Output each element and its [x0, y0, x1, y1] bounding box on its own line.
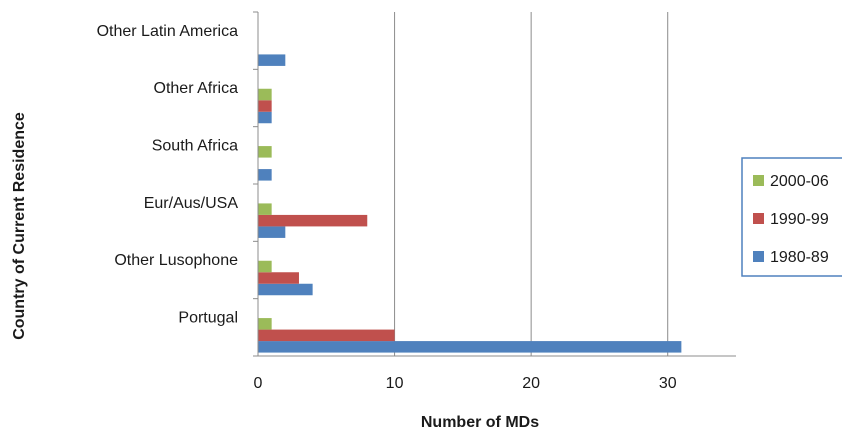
x-tick-labels: 0 10 20 30 [254, 375, 677, 392]
category-label: Other Latin America [97, 23, 239, 40]
axes [253, 11, 736, 357]
x-tick-label: 0 [254, 375, 263, 392]
category-labels: Portugal Other Lusophone Eur/Aus/USA South … [97, 23, 239, 327]
y-axis-title: Country of Current Residence [11, 112, 28, 340]
x-tick-label: 30 [659, 375, 677, 392]
bar-1990-99-other-africa [258, 100, 272, 112]
bar-2000-06-other-lusophone [258, 260, 272, 273]
bar-1990-99-other-lusophone [258, 272, 299, 284]
bar-2000-06-eur-aus-usa [258, 203, 272, 215]
legend-swatch-2000-06 [753, 175, 764, 186]
bar-1990-99-portugal [258, 329, 395, 342]
bar-2000-06-south-africa [258, 146, 272, 158]
bar-2000-06-other-africa [258, 88, 272, 101]
legend: 2000-06 1990-99 1980-89 [741, 157, 842, 277]
x-axis-title: Number of MDs [421, 414, 539, 431]
category-label: Other Africa [154, 80, 239, 97]
category-label: Other Lusophone [114, 252, 238, 269]
category-label: South Africa [152, 138, 238, 155]
legend-label-1980-89: 1980-89 [770, 249, 829, 266]
bar-1990-99-eur-aus-usa [258, 214, 368, 227]
bar-1980-89-portugal [258, 341, 682, 353]
x-tick-label: 20 [522, 375, 540, 392]
bar-1980-89-other-africa [258, 111, 272, 124]
bar-1980-89-eur-aus-usa [258, 226, 286, 238]
legend-swatch-1990-99 [753, 213, 764, 224]
bar-1980-89-other-lusophone [258, 283, 313, 296]
gridlines [394, 12, 669, 356]
bar-1980-89-south-africa [258, 169, 272, 181]
bar-1980-89-other-latin-america [258, 54, 286, 66]
legend-swatch-1980-89 [753, 251, 764, 262]
bars [258, 54, 682, 353]
legend-label-2000-06: 2000-06 [770, 173, 829, 190]
x-tick-label: 10 [386, 375, 404, 392]
legend-label-1990-99: 1990-99 [770, 211, 829, 228]
bar-2000-06-portugal [258, 318, 272, 330]
category-label: Portugal [178, 310, 238, 327]
category-label: Eur/Aus/USA [144, 195, 239, 212]
